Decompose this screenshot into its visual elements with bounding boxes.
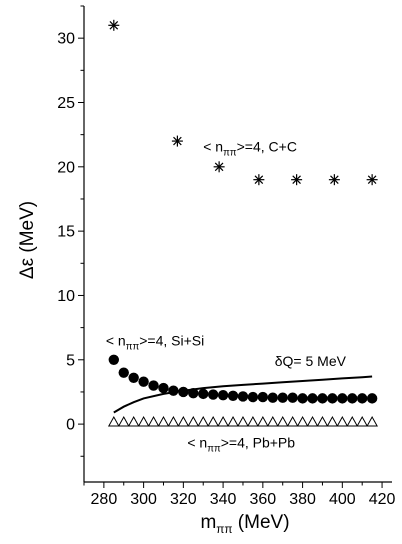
triangle-point <box>137 416 150 427</box>
circle-point <box>207 389 219 400</box>
circle-point <box>307 393 318 404</box>
asterisk-stroke <box>109 20 119 30</box>
circle-point <box>347 393 358 404</box>
plot-frame <box>83 6 392 483</box>
asterisk-stroke <box>173 136 182 146</box>
triangle-point <box>187 416 200 427</box>
asterisk-stroke <box>254 175 264 184</box>
circle-point <box>198 388 209 400</box>
x-tick-label: 320 <box>170 491 197 508</box>
triangle-point <box>227 416 239 427</box>
annotation-label: < nππ>=4, C+C <box>203 138 297 158</box>
triangle-point <box>266 416 279 427</box>
circle-point <box>118 367 129 378</box>
circle-point <box>297 393 308 404</box>
triangle-point <box>217 416 229 427</box>
triangle-point <box>167 416 180 427</box>
triangle-point <box>107 416 120 427</box>
y-tick-label: 0 <box>66 417 75 434</box>
annotation-label: δQ= 5 MeV <box>275 353 347 369</box>
circle-point <box>108 354 120 365</box>
x-tick-label: 340 <box>210 491 237 508</box>
y-tick-label: 10 <box>57 288 75 305</box>
x-tick-label: 400 <box>329 491 356 508</box>
triangle-point <box>127 416 140 427</box>
circle-point <box>366 393 378 404</box>
circle-point <box>237 391 249 402</box>
circle-point <box>217 389 229 401</box>
asterisk-point <box>366 174 378 186</box>
axis-ticks <box>78 5 383 488</box>
triangle-point <box>157 416 170 427</box>
triangle-point <box>147 416 160 427</box>
circle-point <box>227 390 239 402</box>
asterisk-point <box>108 19 120 31</box>
circle-point <box>257 391 269 403</box>
circle-point <box>287 392 298 403</box>
triangle-point <box>346 416 359 427</box>
circle-point <box>356 393 368 404</box>
x-tick-label: 300 <box>130 491 157 508</box>
triangle-point <box>316 416 329 427</box>
y-tick-label: 20 <box>57 159 75 176</box>
y-tick-label: 25 <box>57 95 75 112</box>
x-tick-labels: 280 300 320 340 360 380 400 420 <box>91 491 396 508</box>
series-line-dq5 <box>113 375 373 414</box>
asterisk-point <box>291 174 303 186</box>
circle-point <box>267 392 278 403</box>
asterisk-stroke <box>330 175 339 184</box>
triangle-point <box>256 416 269 427</box>
asterisk-stroke <box>292 175 301 184</box>
asterisk-stroke <box>367 175 377 184</box>
triangle-point <box>326 416 339 427</box>
triangle-point <box>237 416 249 427</box>
asterisk-point <box>171 135 183 147</box>
circle-point <box>247 391 259 403</box>
triangle-point <box>247 416 259 427</box>
annotation-label: < nππ>=4, Pb+Pb <box>187 434 295 454</box>
triangle-point <box>177 416 190 427</box>
circle-point <box>138 376 149 387</box>
y-tick-label: 30 <box>57 31 75 48</box>
circle-point <box>128 372 139 383</box>
x-tick-label: 380 <box>289 491 316 508</box>
y-axis-label: Δε (MeV) <box>17 201 38 279</box>
y-tick-label: 5 <box>66 352 75 369</box>
data-marks <box>107 19 378 427</box>
triangle-point <box>207 416 220 427</box>
circle-point <box>277 392 288 403</box>
x-tick-label: 360 <box>249 491 276 508</box>
annotations: < nππ>=4, C+C < nππ>=4, Si+Si δQ= 5 MeV < n… <box>106 138 347 454</box>
x-tick-label: 280 <box>91 491 118 508</box>
triangle-point <box>296 416 309 427</box>
asterisk-stroke <box>214 162 224 172</box>
circle-point <box>327 393 338 404</box>
circle-point <box>317 393 328 404</box>
circle-point <box>148 380 159 391</box>
triangle-point <box>286 416 299 427</box>
triangle-point <box>366 416 378 427</box>
triangle-point <box>356 416 369 427</box>
triangle-point <box>276 416 289 427</box>
triangle-point <box>117 416 130 427</box>
circle-point <box>168 385 179 396</box>
asterisk-point <box>253 174 265 186</box>
asterisk-point <box>213 161 225 173</box>
triangle-point <box>306 416 319 427</box>
triangle-point <box>336 416 349 427</box>
x-axis-label: mππ (MeV) <box>200 512 289 536</box>
circle-point <box>178 386 189 398</box>
y-tick-label: 15 <box>57 224 75 241</box>
annotation-label: < nππ>=4, Si+Si <box>106 333 204 353</box>
circle-point <box>158 382 169 394</box>
circle-point <box>337 393 348 404</box>
asterisk-point <box>328 174 340 186</box>
x-tick-label: 420 <box>369 491 396 508</box>
triangle-point <box>197 416 210 427</box>
y-tick-labels: 0 5 10 15 20 25 30 <box>57 31 75 434</box>
